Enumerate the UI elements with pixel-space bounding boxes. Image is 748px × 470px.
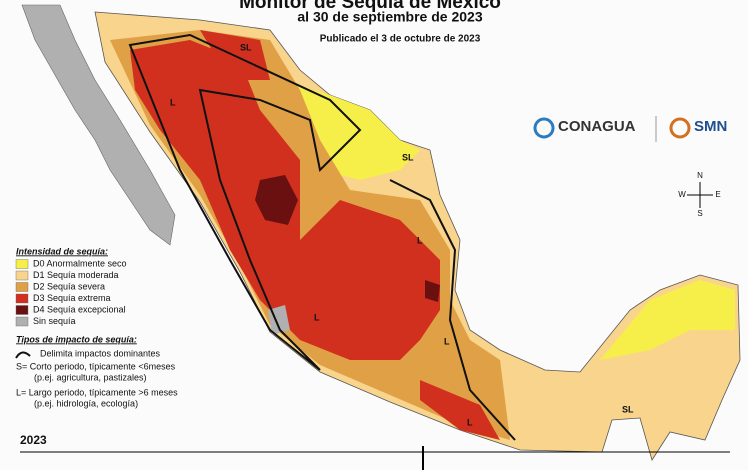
- baja-peninsula: [21, 4, 176, 246]
- impact-title: Tipos de impacto de sequía:: [16, 334, 137, 344]
- legend-swatch: [15, 282, 29, 292]
- legend-label: D3 Sequía extrema: [33, 293, 111, 303]
- map-label: SL: [402, 152, 414, 162]
- legend-swatch: [15, 270, 29, 281]
- conagua-logo: [533, 117, 555, 139]
- conagua-text: CONAGUA: [558, 118, 636, 135]
- map-label: SL: [622, 404, 634, 414]
- impact-short-example: (p.ej. agricultura, pastizales): [34, 372, 147, 382]
- legend: Intensidad de sequía: Tipos de impacto d…: [15, 246, 178, 408]
- compass-s: S: [697, 209, 702, 218]
- legend-swatch: [15, 259, 29, 269]
- legend-title: Intensidad de sequía:: [16, 246, 108, 256]
- impact-boundary: [128, 33, 362, 371]
- legend-swatch: [15, 305, 29, 315]
- published: Publicado el 3 de octubre de 2023: [320, 34, 481, 45]
- impact-short: S= Corto periodo, típicamente <6meses: [16, 361, 176, 371]
- d0-area: [600, 280, 735, 360]
- legend-label: D1 Sequía moderada: [33, 270, 119, 280]
- legend-swatch: [15, 316, 29, 327]
- smn-text: SMN: [694, 118, 727, 135]
- legend-swatch: [15, 293, 29, 304]
- smn-logo: [669, 117, 691, 139]
- map-label: L: [444, 336, 450, 346]
- timeline-year: 2023: [20, 433, 47, 447]
- impact-boundary: [389, 179, 516, 441]
- d4-area: [255, 175, 298, 225]
- compass-e: E: [715, 190, 720, 199]
- legend-label: D2 Sequía severa: [33, 281, 105, 291]
- map-label: L: [170, 97, 176, 107]
- legend-label: D0 Anormalmente seco: [33, 258, 127, 268]
- compass: N S E W: [678, 171, 720, 218]
- impact-long: L= Largo periodo, típicamente >6 meses: [16, 387, 178, 397]
- impact-long-example: (p.ej. hidrología, ecología): [34, 398, 138, 408]
- impact-line-sample: [15, 351, 31, 359]
- legend-label: D4 Sequía excepcional: [33, 304, 126, 314]
- d4-area: [425, 280, 440, 302]
- legend-label: Sin sequía: [33, 316, 76, 326]
- map-label: L: [467, 417, 473, 427]
- d3-area: [420, 380, 500, 440]
- title: Monitor de Sequía de México: [239, 0, 501, 13]
- subtitle: al 30 de septiembre de 2023: [297, 9, 482, 25]
- compass-w: W: [678, 190, 686, 199]
- map-label: SL: [240, 42, 252, 52]
- impact-line-label: Delimita impactos dominantes: [40, 348, 161, 358]
- compass-n: N: [697, 171, 703, 180]
- map-label: L: [417, 235, 423, 245]
- map-label: L: [314, 312, 320, 322]
